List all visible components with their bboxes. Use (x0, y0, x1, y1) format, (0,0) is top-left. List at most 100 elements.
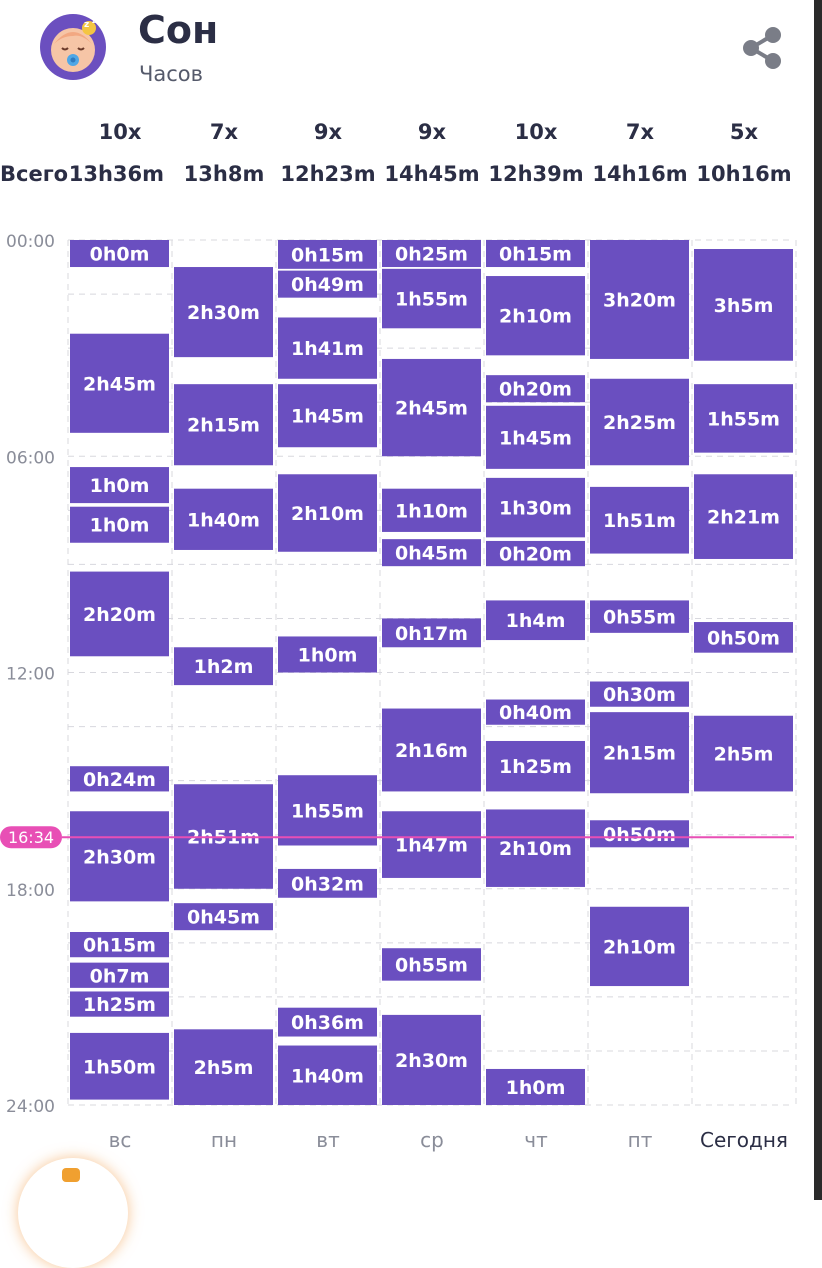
share-icon[interactable] (736, 22, 788, 74)
sleep-bar-label: 1h45m (291, 406, 364, 428)
day-total: 14h45m (384, 162, 480, 186)
current-time-label: 16:34 (8, 828, 54, 847)
day-count: 7x (209, 120, 239, 144)
x-category-label: Сегодня (700, 1128, 788, 1152)
sleep-bar (486, 540, 585, 567)
sleep-bar (590, 600, 689, 633)
sleep-bar (278, 384, 377, 448)
svg-text:z: z (92, 17, 96, 25)
sleep-bar-label: 1h41m (291, 338, 364, 360)
y-tick-label: 12:00 (6, 665, 55, 685)
sleep-bar-label: 2h21m (707, 507, 780, 529)
sleep-bar-label: 1h51m (603, 510, 676, 532)
sleep-bar-label: 2h10m (603, 936, 676, 958)
sleep-bar (486, 276, 585, 356)
y-tick-label: 24:00 (6, 1097, 55, 1117)
x-category-label: вт (316, 1128, 340, 1152)
sleep-bar (694, 474, 793, 559)
page-title: Сон (138, 8, 219, 52)
sleep-bar (70, 333, 169, 433)
sleep-bar-label: 2h25m (603, 412, 676, 434)
sleep-bar (382, 708, 481, 792)
sleep-bar (278, 317, 377, 379)
sleep-bar (486, 699, 585, 725)
sleep-bar (382, 948, 481, 981)
sleep-bar (486, 375, 585, 403)
svg-text:z: z (84, 20, 89, 30)
y-tick-label: 18:00 (6, 881, 55, 901)
sleep-bar-label: 0h40m (499, 702, 572, 724)
total-label: Всего (0, 162, 69, 186)
x-category-label: пт (628, 1128, 653, 1152)
sleep-bar (70, 467, 169, 504)
sleep-timeline-chart: 00:00 06:00 12:00 18:00 24:00 0h0m 2h45m 1h0m 1h… (0, 232, 797, 1152)
sleep-bar-label: 0h15m (83, 935, 156, 957)
sleeping-baby-icon: z z (40, 14, 106, 80)
sleep-bar (70, 571, 169, 657)
sleep-bar-label: 0h45m (395, 543, 468, 565)
sleep-bar-label: 2h45m (395, 398, 468, 420)
sleep-bar (590, 820, 689, 848)
sleep-bar (590, 712, 689, 794)
sleep-bar (278, 868, 377, 898)
sleep-bar (486, 809, 585, 887)
sleep-bar-label: 1h55m (291, 800, 364, 822)
sleep-bar-label: 2h10m (499, 838, 572, 860)
sleep-bar (174, 384, 273, 466)
sleep-bar (174, 903, 273, 931)
sleep-bar (382, 539, 481, 567)
sleep-bar-label: 0h55m (603, 607, 676, 629)
y-tick-label: 00:00 (6, 232, 55, 252)
sleep-bar-label: 0h20m (499, 544, 572, 566)
sleep-bar (278, 775, 377, 846)
sleep-bar-label: 1h40m (291, 1065, 364, 1087)
sleep-bar (278, 474, 377, 552)
sleep-bar (694, 384, 793, 453)
sleep-bar-label: 2h10m (499, 306, 572, 328)
sleep-bar-label: 2h20m (83, 604, 156, 626)
sleep-bar-label: 0h30m (603, 684, 676, 706)
sleep-bar (174, 488, 273, 550)
sleep-bar-label: 0h0m (90, 244, 150, 266)
sleep-bar (486, 740, 585, 792)
sleep-bar (382, 488, 481, 532)
x-category-label: вс (109, 1128, 132, 1152)
day-count: 5x (729, 120, 759, 144)
day-count: 9x (313, 120, 343, 144)
x-category-label: пн (211, 1128, 237, 1152)
sleep-bar-label: 1h25m (83, 994, 156, 1016)
sleep-bar-label: 1h2m (194, 656, 254, 678)
sleep-bar-label: 1h30m (499, 498, 572, 520)
sleep-bar-label: 2h15m (187, 415, 260, 437)
sleep-bar-label: 0h50m (603, 824, 676, 846)
sleep-bar (174, 647, 273, 686)
day-total: 10h16m (696, 162, 792, 186)
sleep-bar (590, 681, 689, 707)
sleep-bar (70, 962, 169, 988)
sleep-bar-label: 1h4m (506, 610, 566, 632)
sleep-bar (70, 506, 169, 543)
sleep-bar-label: 1h45m (499, 427, 572, 449)
page-subtitle: Часов (139, 62, 204, 86)
x-category-label: чт (524, 1128, 548, 1152)
sleep-bar-label: 1h40m (187, 509, 260, 531)
sleep-bar-label: 3h5m (714, 295, 774, 317)
day-total: 14h16m (592, 162, 688, 186)
sleep-bar-label: 0h50m (707, 627, 780, 649)
sleep-bar (70, 811, 169, 902)
sleep-bar (278, 240, 377, 269)
header: z z Сон Часов (0, 0, 814, 110)
x-category-label: ср (420, 1128, 444, 1152)
sleep-bar-label: 0h49m (291, 274, 364, 296)
sleep-bar (486, 405, 585, 469)
sleep-bar-label: 2h5m (714, 744, 774, 766)
sleep-bar-label: 1h10m (395, 500, 468, 522)
sleep-bar (174, 1029, 273, 1105)
day-count: 10x (514, 120, 558, 144)
add-button[interactable] (18, 1158, 128, 1268)
sleep-bar (590, 486, 689, 554)
sleep-bar-label: 2h10m (291, 503, 364, 525)
sleep-bar (486, 600, 585, 641)
sleep-bar (278, 1045, 377, 1105)
sleep-bar-label: 1h55m (707, 408, 780, 430)
